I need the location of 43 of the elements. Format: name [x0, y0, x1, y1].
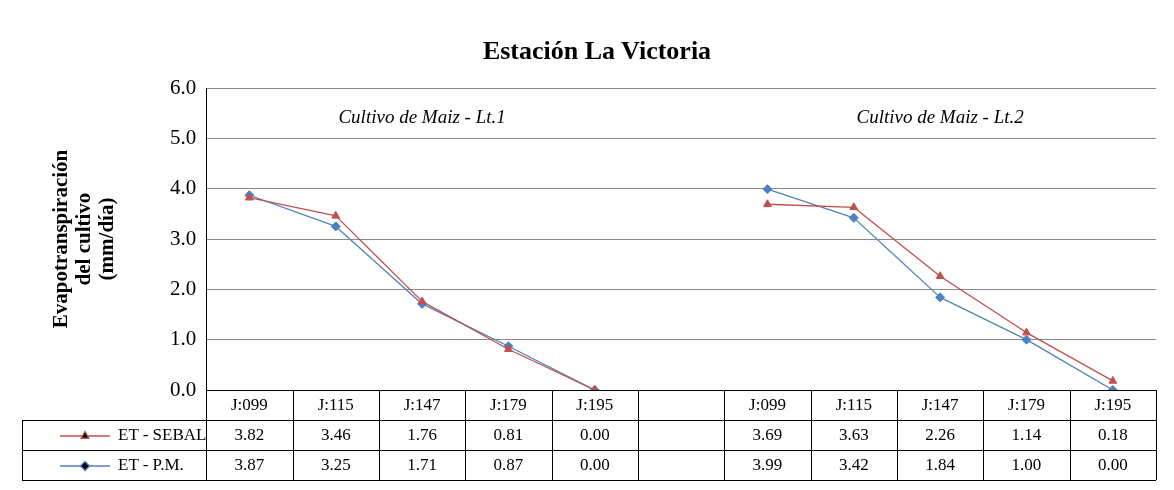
- data-label: 3.25: [320, 455, 351, 475]
- chart-title: Estación La Victoria: [482, 35, 712, 65]
- x-tick-label: J:147: [921, 395, 960, 415]
- x-tick-label: J:179: [490, 395, 527, 415]
- legend-label: ET - P.M.: [118, 455, 184, 475]
- data-label: 0.87: [493, 455, 524, 475]
- data-label: 0.00: [579, 425, 610, 445]
- y-tick-label: 1.0: [170, 326, 197, 351]
- data-label: 3.46: [320, 425, 351, 445]
- annotation: Cultivo de Maiz - Lt.2: [856, 106, 1025, 127]
- data-label: 3.87: [234, 455, 265, 475]
- y-tick-label: 6.0: [170, 74, 197, 99]
- x-tick-label: J:179: [1008, 395, 1045, 415]
- y-axis-title: Evapotranspiración del cultivo (mm/día): [48, 149, 119, 329]
- data-label: 1.14: [1011, 425, 1042, 445]
- y-tick-label: 3.0: [170, 225, 197, 250]
- data-label: 3.63: [838, 425, 869, 445]
- data-label: 1.84: [925, 455, 956, 475]
- y-tick-label: 5.0: [170, 124, 197, 149]
- y-tick-label: 2.0: [170, 275, 197, 300]
- y-tick-label: 4.0: [170, 175, 197, 200]
- data-label: 3.99: [752, 455, 783, 475]
- x-tick-label: J:195: [1094, 395, 1132, 415]
- data-label: 1.71: [407, 455, 437, 475]
- data-label: 0.18: [1097, 425, 1128, 445]
- data-label: 0.00: [579, 455, 610, 475]
- x-tick-label: J:099: [231, 395, 268, 415]
- x-tick-label: J:195: [576, 395, 614, 415]
- x-tick-label: J:099: [749, 395, 786, 415]
- y-tick-label: 0.0: [170, 376, 197, 401]
- x-tick-label: J:115: [835, 395, 872, 415]
- data-label: 1.76: [407, 425, 437, 445]
- data-label: 3.42: [838, 455, 869, 475]
- data-label: 1.00: [1011, 455, 1042, 475]
- data-label: 2.26: [925, 425, 956, 445]
- x-tick-label: J:115: [317, 395, 354, 415]
- data-label: 0.81: [493, 425, 524, 445]
- data-label: 3.82: [234, 425, 265, 445]
- data-label: 3.69: [752, 425, 783, 445]
- annotation: Cultivo de Maiz - Lt.1: [338, 106, 506, 127]
- legend-label: ET - SEBAL: [118, 425, 207, 445]
- data-label: 0.00: [1097, 455, 1128, 475]
- x-tick-label: J:147: [403, 395, 442, 415]
